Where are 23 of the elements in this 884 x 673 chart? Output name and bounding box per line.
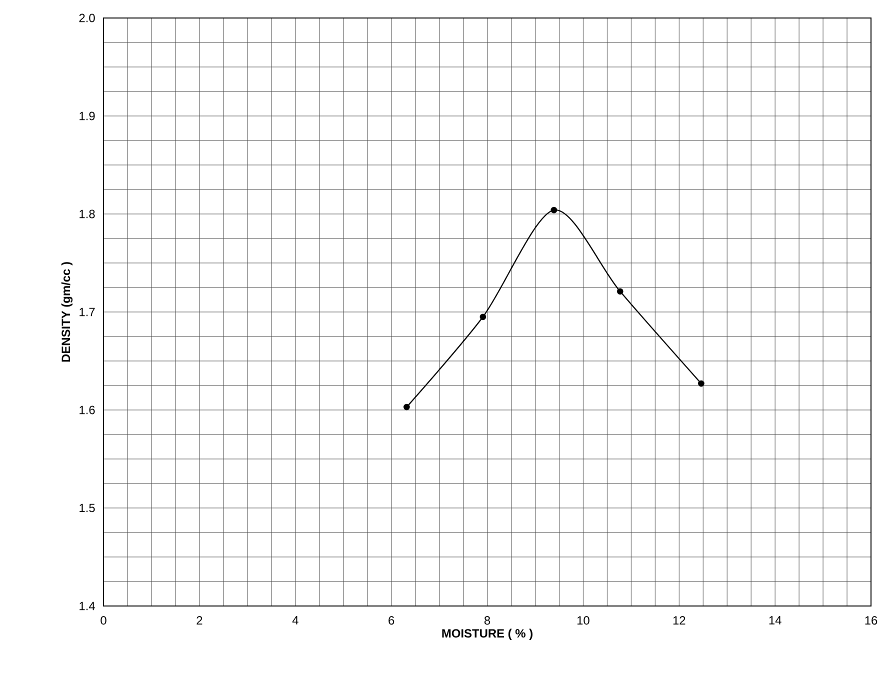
point bbox=[550, 206, 558, 214]
point bbox=[480, 314, 486, 320]
y-tick-label: 2.0 bbox=[79, 14, 95, 22]
x-tick-label: 0 bbox=[100, 616, 106, 625]
x-tick-label: 16 bbox=[865, 616, 878, 625]
x-tick-label: 8 bbox=[484, 616, 490, 625]
y-tick-label: 1.4 bbox=[80, 602, 95, 610]
point bbox=[403, 404, 410, 410]
y-tick-label: 1.8 bbox=[80, 210, 95, 218]
x-tick-label: 2 bbox=[196, 616, 202, 625]
x-axis-title: MOISTURE ( % ) bbox=[442, 628, 532, 640]
x-tick-label: 6 bbox=[388, 616, 394, 625]
y-tick-label: 1.9 bbox=[80, 112, 95, 120]
y-tick-label: 1.6 bbox=[80, 406, 95, 414]
y-tick-label: 1.7 bbox=[80, 308, 95, 316]
x-tick-label: 10 bbox=[577, 616, 590, 625]
point bbox=[698, 380, 704, 387]
x-tick-label: 14 bbox=[769, 616, 782, 624]
y-axis-title: DENSITY (gm/cc ) bbox=[61, 262, 73, 362]
point bbox=[616, 288, 624, 295]
x-tick-label: 12 bbox=[673, 616, 686, 625]
y-tick-label: 1.5 bbox=[80, 504, 95, 512]
x-tick-label: 4 bbox=[292, 616, 298, 624]
